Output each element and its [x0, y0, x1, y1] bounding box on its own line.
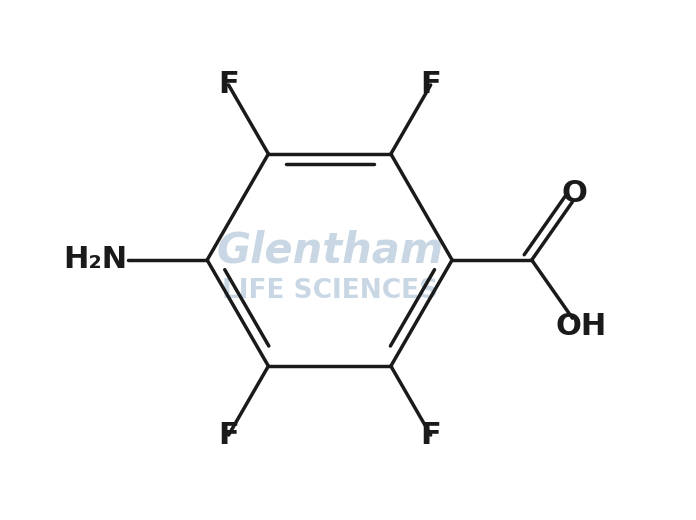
- Text: Glentham: Glentham: [216, 229, 443, 271]
- Text: F: F: [420, 71, 441, 99]
- Text: LIFE SCIENCES: LIFE SCIENCES: [221, 278, 438, 304]
- Text: F: F: [219, 71, 239, 99]
- Text: OH: OH: [555, 313, 607, 341]
- Text: O: O: [562, 179, 588, 207]
- Text: H₂N: H₂N: [63, 245, 127, 275]
- Text: F: F: [420, 421, 441, 449]
- Text: F: F: [219, 421, 239, 449]
